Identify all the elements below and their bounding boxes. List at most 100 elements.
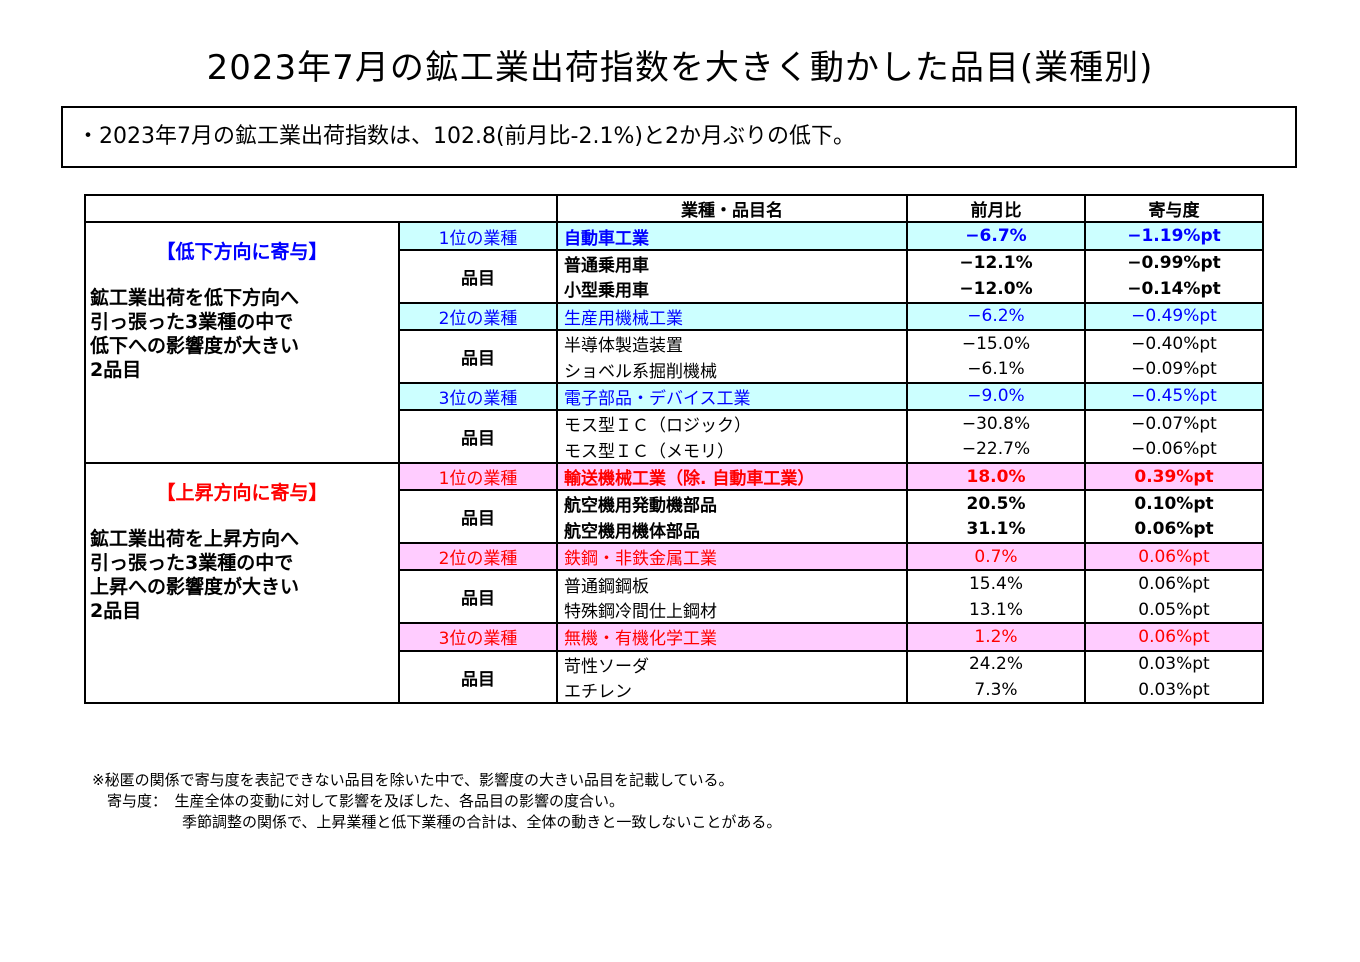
industry-mom: 0.7%	[906, 542, 1086, 572]
item-label: 品目	[398, 489, 558, 545]
item-row: 小型乗用車 −12.0% −0.14%pt	[85, 276, 1264, 304]
item-mom: 24.2%	[906, 649, 1086, 678]
industry-contrib: −0.49%pt	[1084, 301, 1264, 331]
item-row: 品目 普通鋼鋼板 15.4% 0.06%pt	[85, 569, 1264, 625]
group-tag: 【低下方向に寄与】	[156, 241, 328, 264]
header-mom: 前月比	[906, 193, 1086, 224]
item-label: 品目	[398, 569, 558, 625]
item-mom: −30.8%	[906, 409, 1086, 437]
page-title: 2023年7月の鉱工業出荷指数を大きく動かした品目(業種別)	[206, 48, 1154, 88]
industry-mom: 1.2%	[906, 622, 1086, 652]
industry-mom: −6.7%	[906, 221, 1086, 251]
item-mom: −15.0%	[906, 328, 1086, 357]
item-row: 特殊鋼冷間仕上鋼材 13.1% 0.05%pt	[85, 596, 1264, 625]
item-contrib: −0.06%pt	[1084, 436, 1264, 464]
item-row: 品目 半導体製造装置 −15.0% −0.40%pt	[85, 328, 1264, 384]
group-description-line: 低下への影響度が大きい	[90, 335, 300, 358]
contribution-table: 業種・品目名 前月比 寄与度【低下方向に寄与】鉱工業出荷を低下方向へ 引っ張った3業種…	[84, 193, 1264, 705]
item-mom: 20.5%	[906, 489, 1086, 517]
item-contrib: 0.06%pt	[1084, 569, 1264, 597]
item-contrib: −0.40%pt	[1084, 328, 1264, 357]
item-mom: −12.1%	[906, 248, 1086, 277]
item-contrib: −0.07%pt	[1084, 409, 1264, 437]
group-tag: 【上昇方向に寄与】	[156, 481, 328, 504]
group-description-line: 2品目	[90, 599, 142, 622]
group-label: 【低下方向に寄与】鉱工業出荷を低下方向へ 引っ張った3業種の中で 低下への影響度が大…	[84, 221, 400, 464]
item-name: 航空機用機体部品	[556, 516, 908, 545]
item-name: モス型ＩＣ（ロジック）	[556, 409, 908, 437]
rank-label: 2位の業種	[398, 301, 558, 331]
item-row: 品目 苛性ソーダ 24.2% 0.03%pt	[85, 649, 1264, 705]
rank-label: 3位の業種	[398, 622, 558, 652]
item-mom: 7.3%	[906, 677, 1086, 705]
rank-label: 2位の業種	[398, 542, 558, 572]
item-row: 航空機用機体部品 31.1% 0.06%pt	[85, 516, 1264, 545]
group-description-line: 鉱工業出荷を上昇方向へ	[90, 527, 300, 550]
item-name: 半導体製造装置	[556, 328, 908, 357]
industry-row: 2位の業種 鉄鋼・非鉄金属工業 0.7% 0.06%pt	[85, 542, 1264, 572]
item-label: 品目	[398, 409, 558, 464]
group-description-line: 上昇への影響度が大きい	[90, 575, 300, 598]
item-name: 小型乗用車	[556, 276, 908, 304]
industry-contrib: 0.39%pt	[1084, 461, 1264, 492]
item-label: 品目	[398, 649, 558, 705]
industry-name: 無機・有機化学工業	[556, 622, 908, 652]
industry-contrib: −1.19%pt	[1084, 221, 1264, 251]
item-mom: −12.0%	[906, 276, 1086, 304]
footnotes: ※秘匿の関係で寄与度を表記できない品目を除いた中で、影響度の大きい品目を記載して…	[92, 770, 781, 833]
item-contrib: 0.06%pt	[1084, 516, 1264, 545]
header-contrib: 寄与度	[1084, 193, 1264, 224]
footnote-line: ※秘匿の関係で寄与度を表記できない品目を除いた中で、影響度の大きい品目を記載して…	[92, 771, 734, 789]
group-description-line: 引っ張った3業種の中で	[90, 311, 294, 334]
industry-name: 輸送機械工業（除. 自動車工業）	[556, 461, 908, 492]
industry-contrib: −0.45%pt	[1084, 381, 1264, 412]
item-label: 品目	[398, 328, 558, 384]
item-contrib: 0.03%pt	[1084, 677, 1264, 705]
industry-row: 2位の業種 生産用機械工業 −6.2% −0.49%pt	[85, 301, 1264, 331]
group-description-line: 引っ張った3業種の中で	[90, 551, 294, 574]
footnote-line: 季節調整の関係で、上昇業種と低下業種の合計は、全体の動きと一致しないことがある。	[92, 813, 782, 831]
industry-name: 鉄鋼・非鉄金属工業	[556, 542, 908, 572]
item-name: 航空機用発動機部品	[556, 489, 908, 517]
item-row: ショベル系掘削機械 −6.1% −0.09%pt	[85, 356, 1264, 384]
item-contrib: 0.03%pt	[1084, 649, 1264, 678]
industry-row: 【上昇方向に寄与】鉱工業出荷を上昇方向へ 引っ張った3業種の中で 上昇への影響度が大…	[84, 461, 1264, 705]
item-name: 特殊鋼冷間仕上鋼材	[556, 596, 908, 625]
group-description-line: 2品目	[90, 359, 142, 382]
industry-row: 【低下方向に寄与】鉱工業出荷を低下方向へ 引っ張った3業種の中で 低下への影響度が大…	[84, 221, 1264, 464]
item-row: 品目 航空機用発動機部品 20.5% 0.10%pt	[85, 489, 1264, 545]
item-name: 苛性ソーダ	[556, 649, 908, 678]
rank-label: 1位の業種	[398, 461, 558, 492]
rank-label: 1位の業種	[398, 221, 558, 251]
industry-row: 3位の業種 電子部品・デバイス工業 −9.0% −0.45%pt	[85, 381, 1264, 412]
item-contrib: −0.99%pt	[1084, 248, 1264, 277]
item-mom: 31.1%	[906, 516, 1086, 545]
item-label: 品目	[398, 248, 558, 304]
item-name: 普通鋼鋼板	[556, 569, 908, 597]
item-contrib: −0.09%pt	[1084, 356, 1264, 384]
item-row: 品目 モス型ＩＣ（ロジック） −30.8% −0.07%pt	[85, 409, 1264, 464]
item-mom: 15.4%	[906, 569, 1086, 597]
group-description: 鉱工業出荷を上昇方向へ 引っ張った3業種の中で 上昇への影響度が大きい 2品目	[86, 527, 398, 623]
item-contrib: 0.05%pt	[1084, 596, 1264, 625]
item-row: 品目 普通乗用車 −12.1% −0.99%pt	[85, 248, 1264, 304]
industry-name: 電子部品・デバイス工業	[556, 381, 908, 412]
footnote-line: 寄与度： 生産全体の変動に対して影響を及ぼした、各品目の影響の度合い。	[92, 792, 625, 810]
industry-name: 自動車工業	[556, 221, 908, 251]
item-contrib: −0.14%pt	[1084, 276, 1264, 304]
item-name: ショベル系掘削機械	[556, 356, 908, 384]
item-mom: 13.1%	[906, 596, 1086, 625]
item-contrib: 0.10%pt	[1084, 489, 1264, 517]
header-blank	[84, 193, 558, 224]
item-mom: −22.7%	[906, 436, 1086, 464]
header-name: 業種・品目名	[556, 193, 908, 224]
group-description: 鉱工業出荷を低下方向へ 引っ張った3業種の中で 低下への影響度が大きい 2品目	[86, 286, 398, 382]
item-row: エチレン 7.3% 0.03%pt	[85, 677, 1264, 705]
rank-label: 3位の業種	[398, 381, 558, 412]
item-name: 普通乗用車	[556, 248, 908, 277]
industry-mom: −9.0%	[906, 381, 1086, 412]
item-name: モス型ＩＣ（メモリ）	[556, 436, 908, 464]
header-row: 業種・品目名 前月比 寄与度	[84, 193, 1264, 224]
industry-contrib: 0.06%pt	[1084, 542, 1264, 572]
industry-mom: −6.2%	[906, 301, 1086, 331]
